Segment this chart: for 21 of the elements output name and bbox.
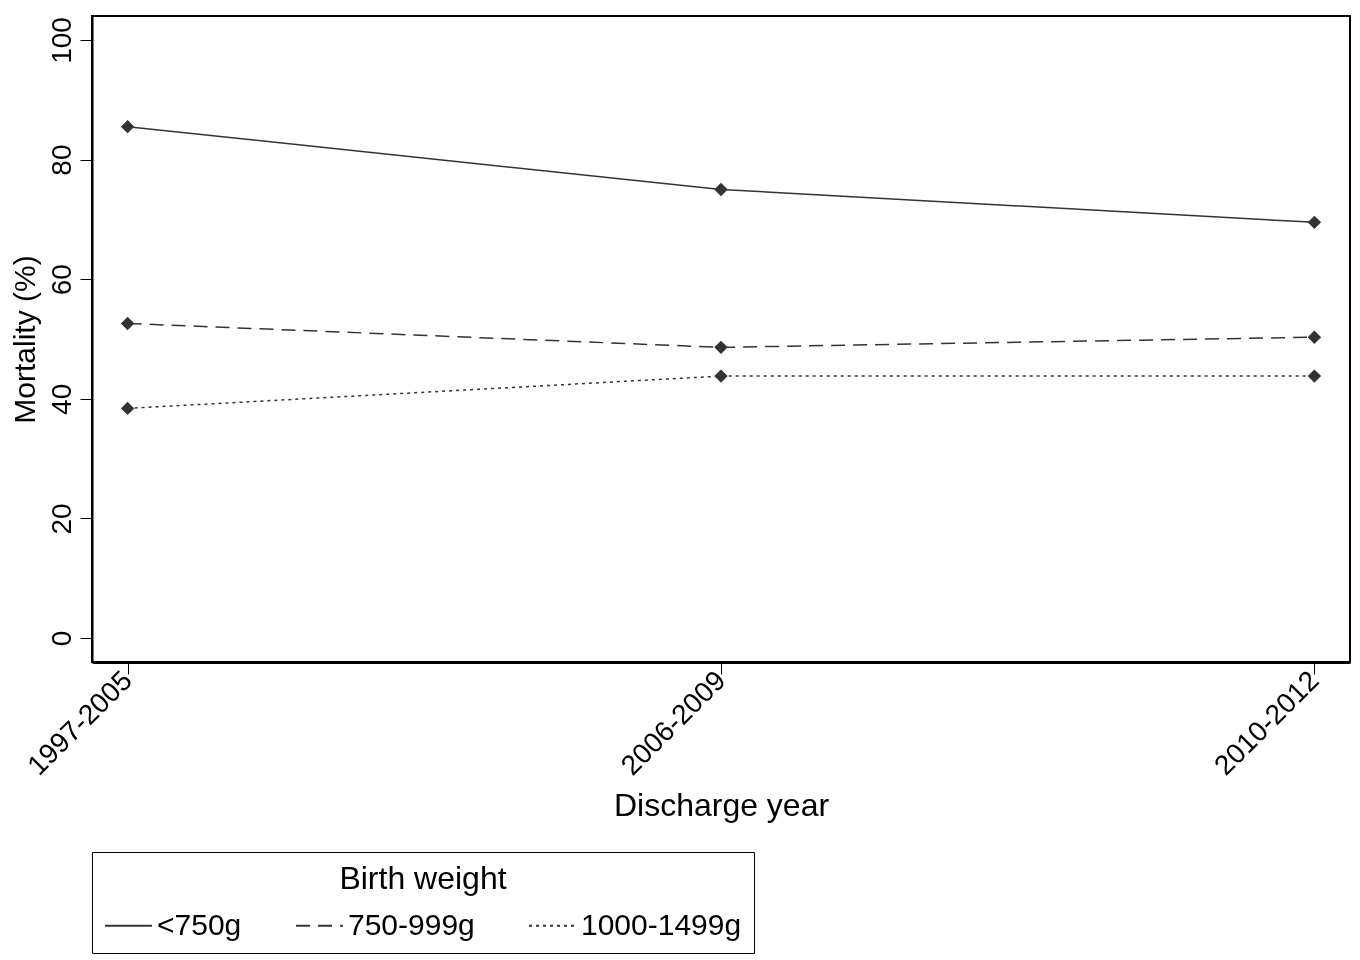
point <box>714 182 728 197</box>
y-tick-label: 20 <box>45 503 77 535</box>
y-tick-label: 40 <box>45 383 77 415</box>
legend-label: <750g <box>157 907 242 941</box>
legend-title: Birth weight <box>339 860 507 896</box>
point <box>120 119 135 134</box>
point <box>1307 369 1322 383</box>
legend-label: 750-999g <box>348 907 475 941</box>
point <box>1307 330 1322 344</box>
point <box>714 340 728 355</box>
point <box>120 401 135 416</box>
y-tick-label: 100 <box>45 17 77 64</box>
y-axis-title: Mortality (%) <box>7 255 41 424</box>
x-axis-title: Discharge year <box>613 787 830 824</box>
point <box>120 316 135 331</box>
y-tick-label: 0 <box>45 630 77 647</box>
point <box>714 369 728 383</box>
y-tick-label: 60 <box>45 264 77 296</box>
legend-label: 1000-1499g <box>581 907 742 941</box>
point <box>1307 215 1322 230</box>
y-tick-label: 80 <box>45 144 77 176</box>
